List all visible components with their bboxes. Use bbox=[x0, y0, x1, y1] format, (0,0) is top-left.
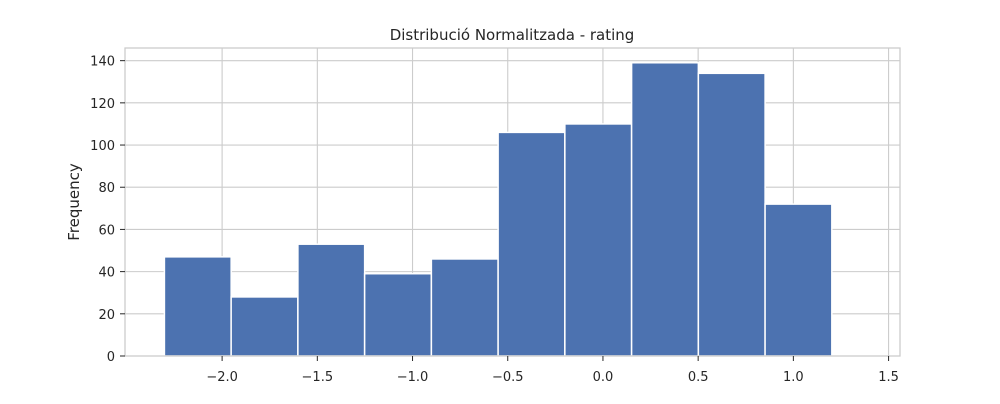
y-tick-label: 100 bbox=[90, 139, 115, 154]
ticks: −2.0 −1.5 −1.0 −0.5 0.0 0.5 1.0 1.5 0 20 40 60 80 100… bbox=[90, 55, 899, 385]
x-tick-label: −1.5 bbox=[302, 370, 334, 385]
histogram-bar bbox=[363, 272, 433, 357]
x-tick-label: 1.0 bbox=[783, 370, 804, 385]
histogram-bar bbox=[497, 131, 566, 357]
chart-title: Distribució Normalitzada - rating bbox=[390, 26, 635, 44]
histogram-bar bbox=[230, 296, 299, 357]
x-tick-label: 1.5 bbox=[878, 370, 899, 385]
x-tick-label: −1.0 bbox=[397, 370, 429, 385]
y-tick-label: 20 bbox=[98, 308, 115, 323]
x-tick-label: 0.0 bbox=[593, 370, 614, 385]
histogram-bar bbox=[697, 72, 766, 357]
y-tick-label: 60 bbox=[98, 223, 115, 238]
y-tick-label: 140 bbox=[90, 55, 115, 70]
bars bbox=[163, 62, 833, 357]
histogram-bar bbox=[764, 203, 833, 357]
y-tick-label: 80 bbox=[98, 181, 115, 196]
histogram-bar bbox=[630, 62, 700, 357]
x-tick-label: −2.0 bbox=[206, 370, 238, 385]
histogram-bar bbox=[430, 258, 499, 357]
x-tick-label: 0.5 bbox=[688, 370, 709, 385]
histogram-bar bbox=[564, 123, 633, 357]
y-axis-label: Frequency bbox=[65, 163, 83, 241]
histogram-bar bbox=[163, 256, 232, 357]
y-tick-label: 120 bbox=[90, 97, 115, 112]
y-tick-label: 40 bbox=[98, 266, 115, 281]
y-tick-label: 0 bbox=[107, 350, 115, 365]
x-tick-label: −0.5 bbox=[492, 370, 524, 385]
plot-frame bbox=[124, 47, 901, 357]
histogram-bar bbox=[297, 243, 366, 357]
